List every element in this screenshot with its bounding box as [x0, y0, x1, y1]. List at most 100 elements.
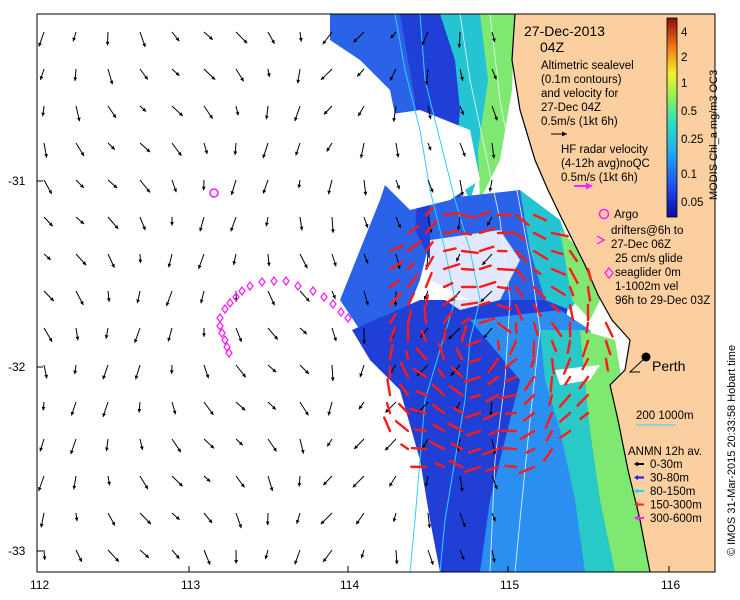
altimetry-arrow	[353, 31, 365, 43]
hf-radar-arrow	[455, 347, 464, 361]
altimetry-arrow	[230, 216, 237, 232]
hf-radar-arrow	[424, 206, 434, 217]
altimetry-arrow	[202, 327, 206, 337]
altimetry-arrow	[299, 327, 308, 335]
altimetry-arrow	[459, 105, 465, 116]
altimetry-arrow	[322, 475, 333, 486]
hf-radar-arrow	[460, 267, 475, 272]
altimetry-arrow	[299, 216, 304, 231]
anmn-legend-item: 0-30m	[634, 459, 683, 471]
altimetry-arrow	[489, 401, 493, 416]
altimetry-arrow	[39, 68, 45, 81]
colorbar-tick: 0.25	[681, 134, 703, 146]
hf-radar-arrow	[404, 349, 410, 361]
hf-radar-arrow	[544, 411, 554, 429]
hf-radar-arrow	[504, 375, 518, 383]
altimetry-arrow	[232, 253, 237, 266]
hf-radar-arrow	[514, 303, 524, 322]
altimetry-arrow	[75, 253, 87, 266]
altimetry-arrow	[392, 105, 397, 122]
hf-radar-arrow	[550, 249, 564, 256]
hf-radar-arrow	[406, 273, 419, 289]
hf-radar-arrow	[394, 419, 410, 433]
anmn-legend-item: 80-150m	[634, 486, 695, 498]
altimetry-arrow	[267, 290, 275, 306]
altimetry-legend-line: 0.5m/s (1kt 6h)	[541, 116, 618, 128]
glider-marker	[270, 275, 278, 287]
hf-radar-arrow	[424, 272, 433, 289]
altimetry-arrow	[139, 549, 150, 559]
altimetry-arrow	[266, 253, 271, 267]
altimetry-arrow	[491, 105, 498, 121]
x-tick-label: 112	[30, 578, 49, 592]
altimetry-arrow	[424, 68, 429, 85]
altimetry-arrow	[419, 327, 429, 338]
hf-radar-arrow	[406, 261, 416, 271]
hf-radar-arrow	[478, 227, 496, 235]
hf-legend-line: HF radar velocity	[561, 144, 648, 156]
altimetry-arrow	[75, 105, 81, 122]
hf-radar-arrow	[397, 402, 410, 415]
hf-radar-arrow	[518, 465, 536, 475]
altimetry-arrow	[331, 327, 337, 342]
altimetry-arrow	[459, 142, 466, 157]
altimetry-legend-line: 27-Dec 04Z	[541, 102, 601, 114]
hf-radar-arrow	[578, 375, 590, 390]
altimetry-arrow	[448, 327, 461, 340]
altimetry-arrow	[267, 401, 277, 410]
altimetry-arrow	[264, 549, 269, 560]
hf-radar-arrow	[450, 442, 464, 451]
glider-marker	[226, 297, 234, 309]
altimetry-arrow	[491, 475, 498, 490]
hf-radar-arrow	[503, 464, 518, 469]
hf-radar-arrow	[496, 267, 515, 272]
hf-radar-arrow	[550, 303, 561, 313]
altimetry-arrow	[491, 549, 496, 563]
hf-radar-arrow	[388, 260, 404, 271]
hf-radar-arrow	[465, 339, 482, 347]
altimetry-arrow	[107, 216, 119, 230]
hf-radar-arrow	[523, 375, 536, 392]
altimetry-arrow	[171, 105, 184, 117]
hf-radar-arrow	[406, 292, 416, 307]
anmn-legend-item: 300-600m	[634, 513, 702, 525]
hf-radar-arrow	[499, 393, 518, 400]
hf-radar-arrow	[437, 342, 446, 361]
altimetry-arrow	[139, 438, 144, 451]
glider-legend-line: 1-1002m vel	[615, 281, 678, 293]
glider-legend-line: 25 cm/s glide	[615, 253, 683, 265]
altimetry-arrow	[491, 68, 497, 80]
hf-radar-arrow	[485, 465, 500, 472]
altimetry-arrow	[352, 475, 365, 488]
altimetry-arrow	[43, 142, 48, 158]
altimetry-arrow	[139, 179, 151, 193]
hf-radar-arrow	[548, 393, 554, 407]
altimetry-arrow	[421, 31, 429, 46]
glider-marker	[329, 298, 337, 310]
altimetry-arrow	[107, 105, 117, 119]
hf-radar-arrow	[581, 357, 590, 371]
hf-radar-arrow	[550, 357, 556, 375]
y-tick-label: -31	[8, 174, 26, 188]
hf-radar-arrow	[424, 240, 434, 253]
hf-radar-arrow	[424, 294, 429, 307]
altimetry-arrow	[416, 364, 429, 377]
hf-radar-arrow	[532, 321, 539, 337]
hf-radar-arrow	[604, 339, 612, 356]
altimetry-arrow	[203, 364, 210, 379]
glider-marker	[258, 276, 266, 288]
glider-marker	[232, 291, 240, 303]
hf-radar-arrow	[579, 411, 590, 421]
altimetry-arrow	[424, 475, 429, 487]
altimetry-arrow	[389, 68, 397, 81]
hf-radar-arrow	[530, 357, 536, 368]
hf-radar-arrow	[406, 309, 413, 325]
altimetry-arrow	[235, 401, 246, 411]
hf-radar-arrow	[532, 285, 547, 300]
hf-radar-arrow	[431, 383, 446, 397]
drifter-legend-icon	[596, 235, 606, 245]
altimetry-arrow	[41, 401, 46, 411]
altimetry-arrow	[395, 179, 401, 190]
hf-radar-arrow	[383, 416, 392, 433]
colorbar-tick: 1	[681, 78, 687, 90]
